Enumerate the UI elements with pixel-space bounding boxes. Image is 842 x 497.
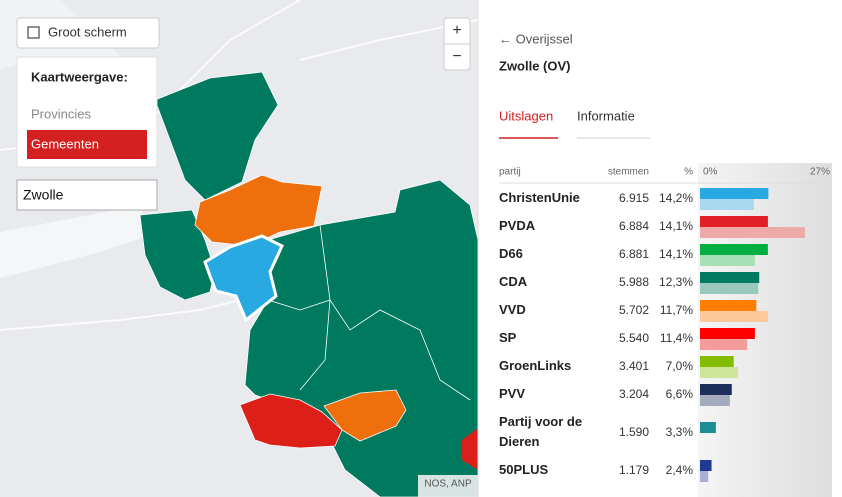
bar-current [700,328,755,339]
municipality-selected[interactable] [203,234,284,323]
bar-previous [700,199,754,210]
column-header: % [684,167,693,178]
party-name: VVD [499,302,526,317]
votes: 1.179 [619,463,649,477]
column-header: partij [499,167,521,178]
bar-current [700,244,768,255]
bar-current [700,216,768,227]
votes: 5.702 [619,303,649,317]
percentage: 12,3% [659,275,693,289]
zoom-out[interactable]: − [452,48,461,65]
party-name: 50PLUS [499,462,548,477]
percentage: 2,4% [666,463,694,477]
party-name: SP [499,330,517,345]
percentage: 3,3% [666,425,694,439]
percentage: 7,0% [666,359,694,373]
votes: 6.881 [619,247,649,261]
percentage: 6,6% [666,387,694,401]
view-option-active[interactable] [27,130,147,159]
bar-current [700,384,732,395]
view-option[interactable]: Gemeenten [31,136,99,151]
bar-current [700,460,712,471]
bar-current [700,272,760,283]
votes: 5.540 [619,331,649,345]
votes: 3.401 [619,359,649,373]
tab-active[interactable]: Uitslagen [499,108,553,123]
percentage: 11,4% [660,331,693,345]
votes: 1.590 [619,425,649,439]
credit-box [418,475,478,497]
credit: NOS, ANP [424,479,472,490]
bar-previous [700,227,805,238]
water [0,205,150,278]
panel-title: Zwolle (OV) [499,58,571,73]
fullscreen-icon [27,26,40,39]
road [0,299,241,331]
bar-previous [700,367,739,378]
map[interactable]: Groot scherm + − Kaartweergave: Provinci… [0,0,479,497]
votes: 5.988 [619,275,649,289]
view-option[interactable]: Provincies [31,106,91,121]
percentage: 14,2% [659,191,693,205]
municipality[interactable] [239,393,343,449]
back-link[interactable]: ← Overijssel [499,31,573,46]
votes: 3.204 [619,387,649,401]
bar-previous [700,339,748,350]
party-name: PVDA [499,218,536,233]
column-header: stemmen [608,167,649,178]
bar-previous [700,255,755,266]
bar-previous [700,283,759,294]
percentage: 14,1% [659,247,693,261]
percentage: 14,1% [659,219,693,233]
votes: 6.884 [619,219,649,233]
tab[interactable]: Informatie [577,108,635,123]
bar-current [700,422,716,433]
votes: 6.915 [619,191,649,205]
bar-current [700,356,734,367]
municipality[interactable] [323,389,407,442]
bar-current [700,188,769,199]
party-name: CDA [499,274,528,289]
municipality[interactable] [194,174,323,247]
fullscreen-label: Groot scherm [48,24,127,39]
bar-current [700,300,757,311]
percentage: 11,7% [660,303,693,317]
scale-label: 27% [810,167,830,178]
party-name: D66 [499,246,523,261]
municipality[interactable] [244,179,479,497]
bar-previous [700,311,768,322]
zoom-in[interactable]: + [452,22,461,39]
bar-previous [700,395,730,406]
party-name: Partij voor de Dieren [499,414,582,449]
results-table: 0% 27% ChristenUnie 6.915 14,2% PVDA 6.884 14,1… [499,167,830,482]
bar-previous [700,471,709,482]
view-title: Kaartweergave: [31,69,128,84]
party-name: ChristenUnie [499,190,580,205]
scale-label: 0% [703,167,718,178]
search-input[interactable] [16,179,158,211]
party-name: PVV [499,386,525,401]
municipality[interactable] [154,71,279,201]
search-value: Zwolle [23,187,64,203]
municipality[interactable] [462,428,478,470]
border [267,299,331,391]
fullscreen-button[interactable] [16,17,160,49]
party-name: GroenLinks [499,358,571,373]
